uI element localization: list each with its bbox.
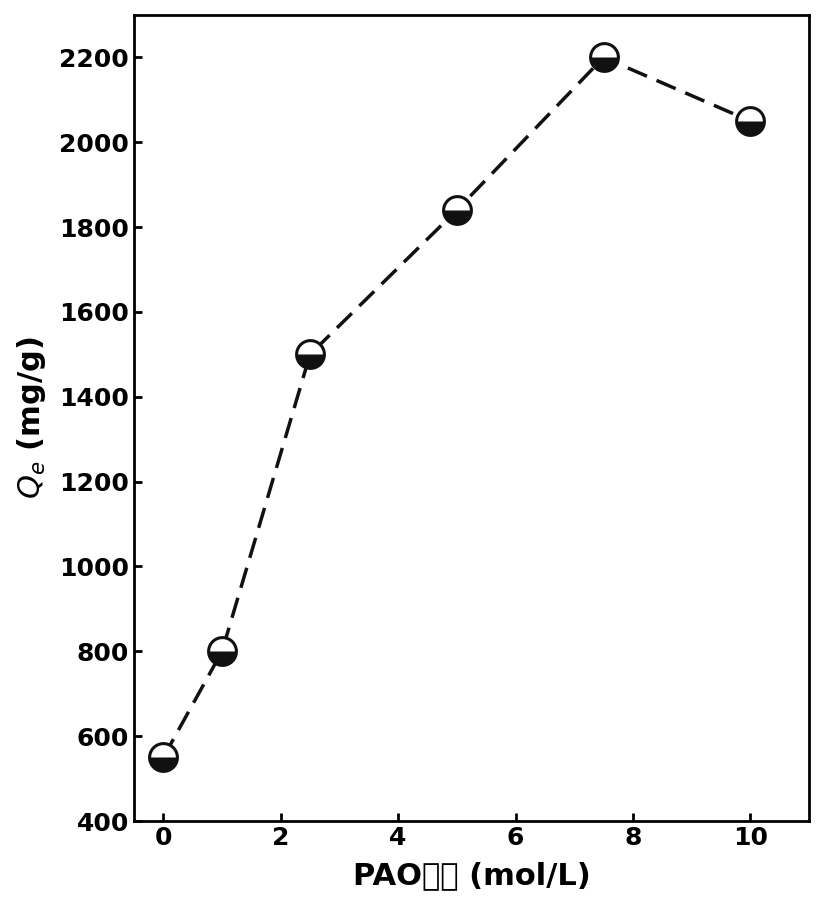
Y-axis label: $Q_{e}$ (mg/g): $Q_{e}$ (mg/g) <box>15 337 48 500</box>
X-axis label: PAO浓度 (mol/L): PAO浓度 (mol/L) <box>353 861 590 890</box>
